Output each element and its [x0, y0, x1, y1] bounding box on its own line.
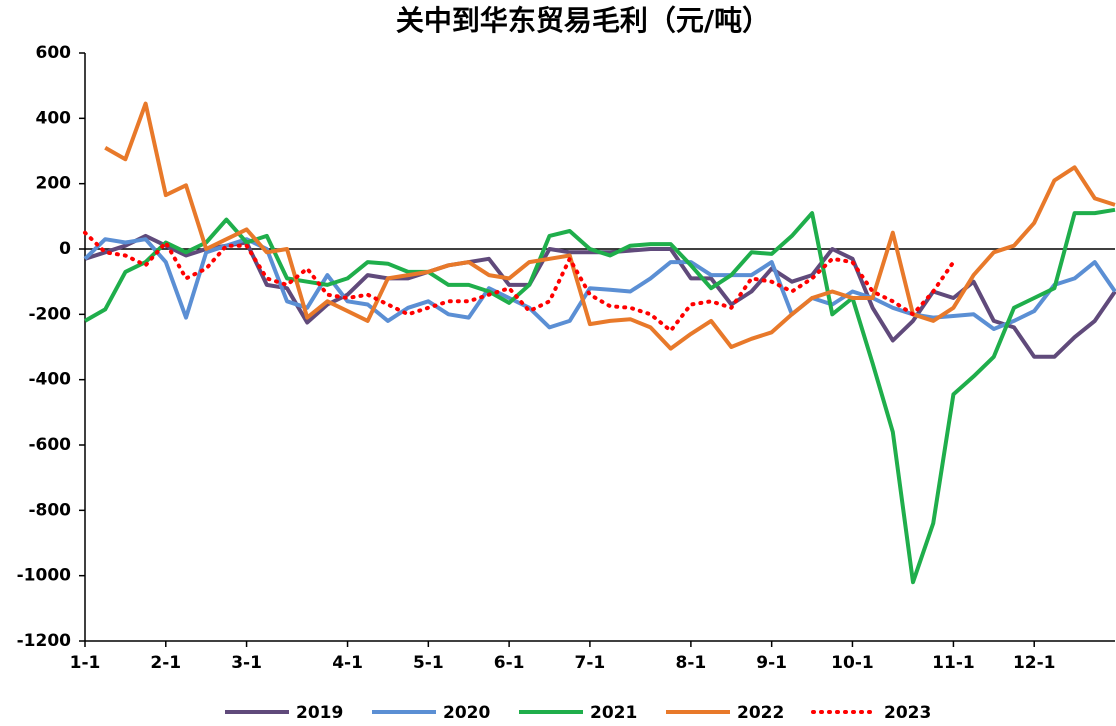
- y-tick-label: -600: [28, 435, 71, 455]
- legend-label: 2019: [296, 703, 343, 723]
- y-tick-label: -800: [28, 500, 71, 520]
- y-tick-label: -1200: [17, 631, 72, 651]
- series-line: [83, 230, 956, 333]
- x-tick-label: 2-1: [150, 653, 181, 673]
- x-tick-label: 7-1: [575, 653, 606, 673]
- y-tick-label: 200: [36, 174, 72, 194]
- y-tick-label: -400: [28, 370, 71, 390]
- x-tick-label: 12-1: [1013, 653, 1056, 673]
- legend-label: 2020: [443, 703, 490, 723]
- y-tick-label: -1000: [17, 566, 72, 586]
- x-tick-label: 10-1: [831, 653, 874, 673]
- series-line: [104, 101, 1116, 351]
- y-tick-label: 600: [36, 43, 72, 63]
- x-tick-label: 4-1: [332, 653, 363, 673]
- x-tick-label: 5-1: [413, 653, 444, 673]
- x-tick-label: 6-1: [494, 653, 525, 673]
- series-line: [84, 207, 1116, 585]
- x-tick-label: 9-1: [756, 653, 787, 673]
- legend-label: 2021: [590, 703, 637, 723]
- chart-title: 关中到华东贸易毛利（元/吨）: [396, 4, 770, 37]
- x-tick-label: 3-1: [231, 653, 262, 673]
- legend-label: 2023: [884, 703, 931, 723]
- y-tick-label: -200: [28, 304, 71, 324]
- legend-label: 2022: [737, 703, 784, 723]
- series-line: [83, 237, 1116, 331]
- y-tick-label: 0: [59, 239, 71, 259]
- x-tick-label: 11-1: [932, 653, 975, 673]
- y-tick-label: 400: [36, 108, 72, 128]
- x-tick-label: 1-1: [70, 653, 101, 673]
- x-tick-label: 8-1: [676, 653, 707, 673]
